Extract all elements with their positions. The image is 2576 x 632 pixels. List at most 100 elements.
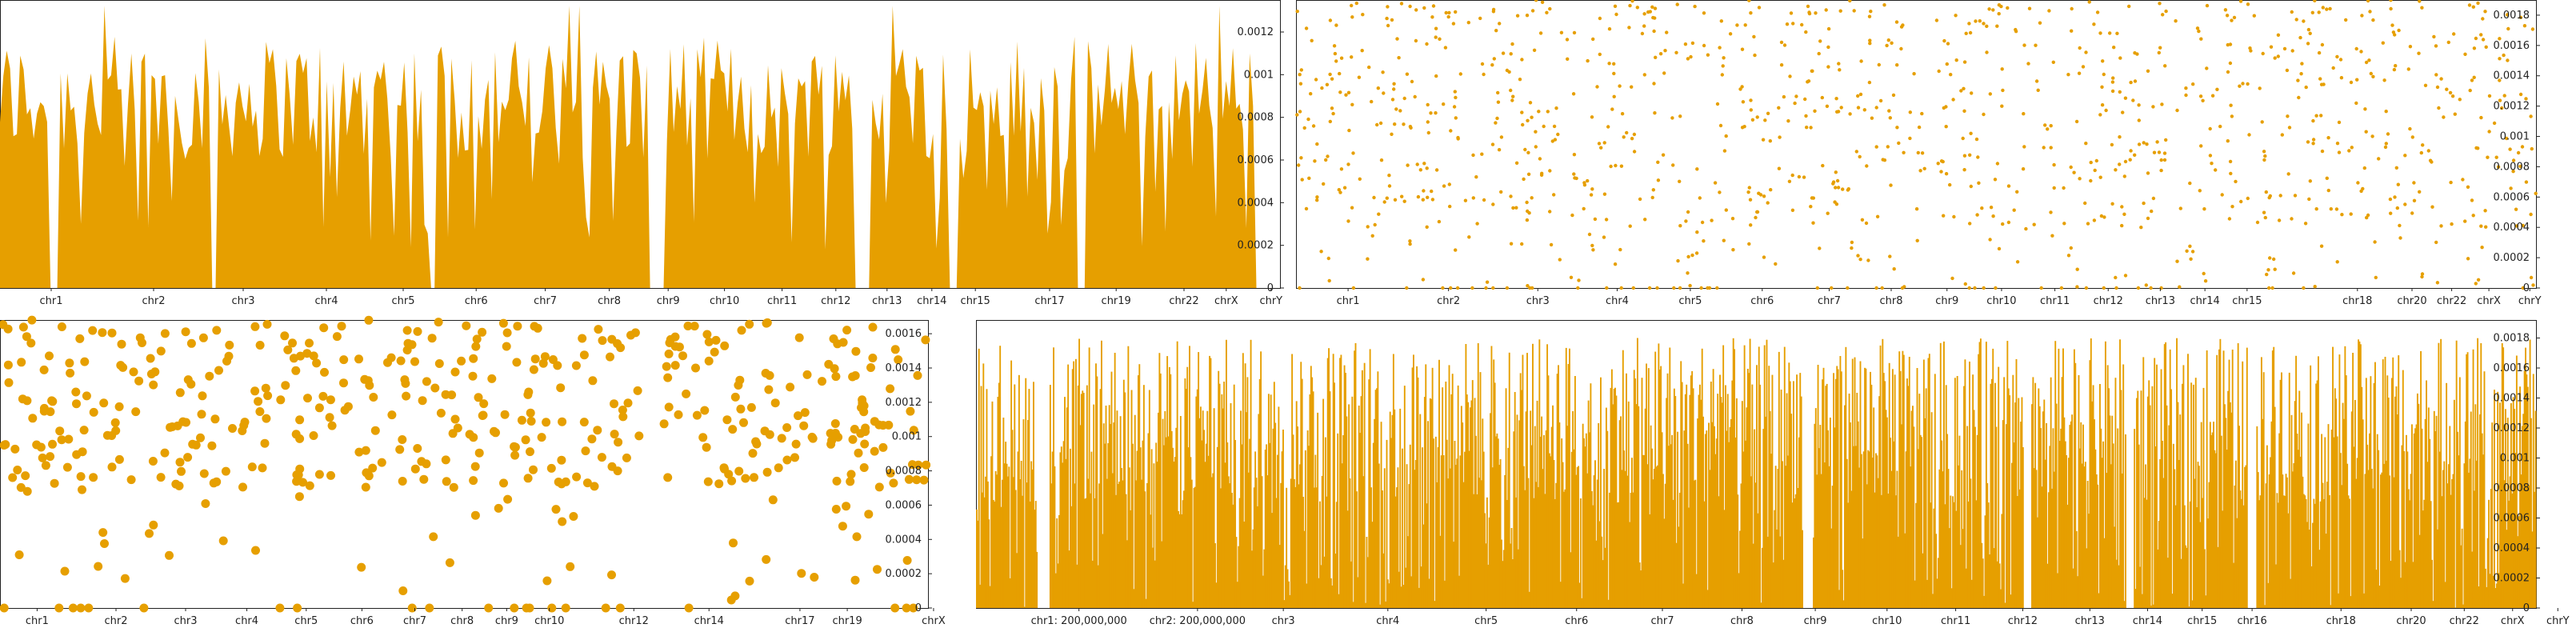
data-point — [1968, 222, 1972, 226]
bar — [1690, 375, 1692, 608]
data-point — [1454, 248, 1458, 252]
data-point — [434, 318, 443, 327]
bar — [1056, 518, 1058, 608]
data-point — [2349, 212, 2353, 216]
data-point — [1814, 11, 1818, 15]
bar — [1323, 556, 1326, 608]
bar — [1173, 462, 1175, 608]
data-point — [470, 510, 480, 520]
data-point — [2052, 162, 2056, 167]
data-point — [1390, 18, 1394, 22]
data-point — [2263, 215, 2267, 220]
bar — [1278, 545, 1281, 608]
data-point — [2099, 214, 2104, 218]
bar — [1842, 600, 1845, 608]
data-point — [2428, 158, 2433, 162]
data-point — [2514, 207, 2518, 211]
bar — [1161, 541, 1163, 608]
data-point — [2335, 142, 2340, 146]
data-point — [261, 383, 270, 393]
bar — [2234, 460, 2237, 608]
data-point — [2248, 46, 2252, 50]
bar — [1138, 364, 1141, 608]
bar — [1010, 360, 1013, 608]
bar — [1335, 502, 1338, 608]
data-point — [2226, 70, 2230, 74]
bar — [1108, 405, 1110, 608]
bar — [1650, 425, 1652, 608]
bar — [1204, 462, 1206, 608]
data-point — [1885, 43, 1889, 48]
data-point — [554, 478, 563, 486]
data-point — [1549, 242, 1554, 247]
data-point — [1826, 211, 1830, 215]
bar — [2339, 453, 2342, 608]
bar — [996, 474, 998, 608]
data-point — [909, 603, 918, 613]
data-point — [1962, 109, 1966, 113]
bar — [1776, 529, 1778, 608]
data-point — [1874, 145, 1878, 149]
bar — [2396, 414, 2398, 608]
data-point — [2262, 150, 2266, 154]
bar — [1370, 487, 1372, 608]
bar — [1850, 422, 1851, 608]
bar — [2437, 529, 2438, 608]
data-point — [1441, 286, 1445, 290]
data-point — [2354, 46, 2358, 51]
data-point — [1539, 173, 1544, 177]
data-point — [1722, 238, 1726, 242]
data-point — [2418, 0, 2422, 3]
bar — [1636, 338, 1638, 608]
data-point — [186, 338, 196, 348]
data-point — [22, 332, 31, 342]
x-tick-label: chr13 — [2146, 295, 2175, 307]
bar — [2217, 546, 2219, 608]
bar — [1453, 542, 1455, 608]
data-point — [2247, 133, 2251, 137]
data-point — [288, 338, 297, 348]
bar — [1912, 406, 1914, 608]
data-point — [1525, 218, 1530, 222]
data-point — [1702, 239, 1706, 243]
data-point — [1683, 42, 1688, 46]
data-point — [1942, 38, 1946, 43]
data-point — [1319, 250, 1323, 254]
bar — [1745, 440, 1746, 608]
bar — [1848, 394, 1850, 608]
bar — [1352, 602, 1354, 608]
data-point — [1686, 254, 1690, 259]
data-point — [2371, 18, 2375, 22]
bar — [2523, 370, 2526, 608]
data-point — [765, 430, 774, 439]
data-point — [1993, 178, 1998, 182]
bar — [2458, 455, 2460, 608]
bar — [1493, 359, 1495, 608]
bar — [2279, 379, 2282, 608]
data-point — [800, 408, 810, 418]
data-point — [2466, 185, 2470, 189]
y-tick-label: 0.001 — [892, 431, 922, 443]
data-point — [1534, 130, 1538, 134]
bar — [2395, 386, 2398, 608]
data-point — [1797, 174, 1802, 179]
data-point — [579, 350, 589, 360]
data-point — [212, 326, 222, 335]
data-point — [2310, 10, 2314, 14]
data-point — [18, 394, 27, 404]
bar — [1107, 443, 1110, 608]
bar — [1458, 575, 1460, 608]
x-tick-label: chr4 — [314, 295, 338, 307]
data-point — [1326, 256, 1331, 261]
y-tick-label: 0 — [1267, 282, 1274, 294]
bar — [1358, 406, 1360, 608]
data-point — [2479, 115, 2483, 120]
data-point — [1350, 3, 1354, 8]
data-point — [1630, 85, 1634, 89]
bar — [1059, 452, 1062, 608]
bar — [1236, 582, 1238, 608]
x-tick-label: chr17 — [1034, 295, 1064, 307]
data-point — [2087, 0, 2091, 4]
bar — [1653, 468, 1655, 608]
bar — [1315, 487, 1318, 608]
